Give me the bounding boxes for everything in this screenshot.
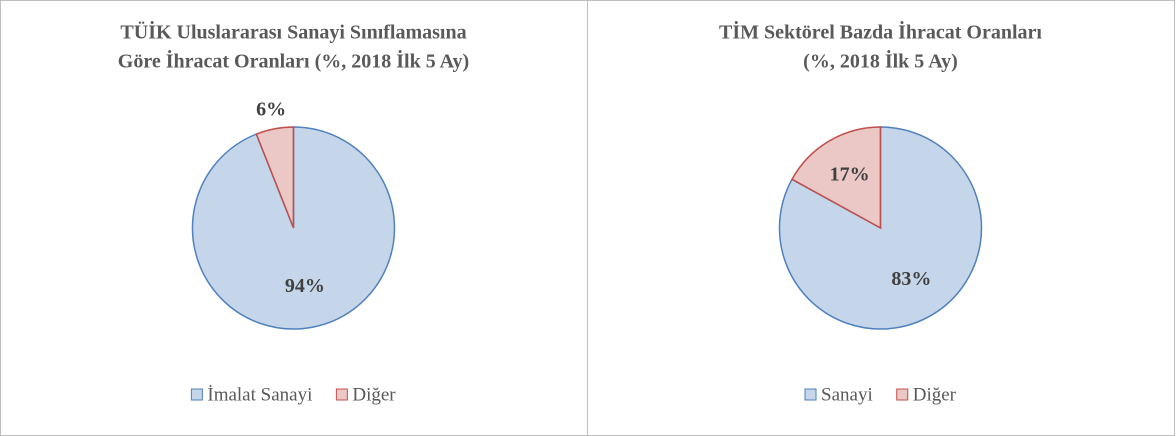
legend-swatch (335, 388, 348, 401)
data-label: 83% (891, 268, 931, 290)
legend-swatch (804, 388, 817, 401)
legend-label: Diğer (352, 384, 396, 405)
data-label: 94% (285, 275, 325, 297)
chart-title: TİM Sektörel Bazda İhracat Oranları (719, 20, 1042, 44)
chart-title: Göre İhracat Oranları (%, 2018 İlk 5 Ay) (118, 49, 469, 73)
pie-slice (255, 126, 295, 229)
chart-title: TÜİK Uluslararası Sanayi Sınıflamasına (120, 20, 466, 44)
legend: İmalat Sanayi Diğer (190, 384, 396, 405)
data-label: 6% (256, 99, 286, 121)
legend-swatch (190, 388, 203, 401)
legend: Sanayi Diğer (804, 384, 957, 405)
data-label: 17% (830, 163, 870, 185)
legend-label: Diğer (913, 384, 957, 405)
chart-title: (%, 2018 İlk 5 Ay) (803, 49, 958, 73)
legend-label: Sanayi (821, 384, 873, 405)
legend-swatch (896, 388, 909, 401)
chart-panel: TÜİK Uluslararası Sanayi Sınıflamasına Gö… (0, 0, 588, 436)
legend-label: İmalat Sanayi (207, 384, 312, 405)
pie-slice (790, 126, 882, 230)
chart-panel: TİM Sektörel Bazda İhracat Oranları (%, 2… (587, 0, 1175, 436)
